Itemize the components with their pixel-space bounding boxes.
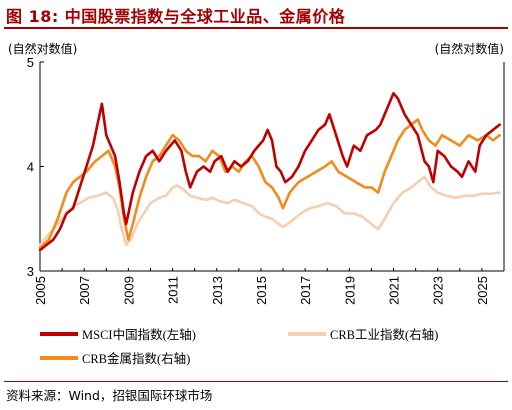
x-tick-label-2013: 2013	[210, 276, 225, 305]
y-tick-label-3: 3	[27, 264, 34, 279]
y-tick-label-5: 5	[27, 55, 34, 70]
left-axis-unit: (自然对数值)	[8, 42, 78, 56]
legend-swatch-crb-metals	[40, 355, 78, 360]
series-layer	[38, 92, 501, 252]
legend-item-msci: MSCI中国指数(左轴)	[40, 324, 196, 343]
legend-item-crb-industrial: CRB工业指数(右轴)	[288, 324, 438, 343]
right-axis-unit: (自然对数值)	[434, 42, 504, 56]
x-tick-label-2009: 2009	[121, 276, 136, 305]
source-note: 资料来源：Wind，招银国际环球市场	[6, 388, 213, 403]
legend: MSCI中国指数(左轴) CRB工业指数(右轴) CRB金属指数(右轴)	[40, 320, 510, 368]
legend-label-crb-industrial: CRB工业指数(右轴)	[330, 328, 439, 342]
x-tick-label-2011: 2011	[166, 276, 181, 304]
x-tick-label-2019: 2019	[342, 276, 357, 305]
legend-label-msci: MSCI中国指数(左轴)	[82, 328, 196, 342]
x-tick-label-2025: 2025	[475, 276, 490, 305]
x-tick-label-2007: 2007	[77, 276, 92, 305]
series-line-msci	[38, 92, 501, 252]
y-tick-label-4: 4	[27, 160, 34, 175]
tick-labels: 3 4 5 2005 2007 2009 2011 2013 2015 2017 2019 2021 2…	[27, 55, 490, 305]
x-tick-label-2021: 2021	[387, 276, 402, 305]
axes	[39, 61, 505, 272]
legend-item-crb-metals: CRB金属指数(右轴)	[40, 348, 190, 367]
title-rule	[4, 27, 508, 29]
x-tick-label-2015: 2015	[254, 276, 269, 305]
legend-swatch-crb-industrial	[288, 331, 326, 336]
source-rule	[4, 381, 508, 382]
x-tick-label-2023: 2023	[431, 276, 446, 305]
series-line-crb-industrial	[38, 175, 501, 247]
legend-label-crb-metals: CRB金属指数(右轴)	[82, 352, 191, 366]
chart-title: 图 18: 中国股票指数与全球工业品、金属价格	[6, 7, 346, 26]
legend-swatch-msci	[40, 331, 78, 336]
x-tick-label-2005: 2005	[33, 276, 48, 305]
x-tick-label-2017: 2017	[298, 276, 313, 305]
